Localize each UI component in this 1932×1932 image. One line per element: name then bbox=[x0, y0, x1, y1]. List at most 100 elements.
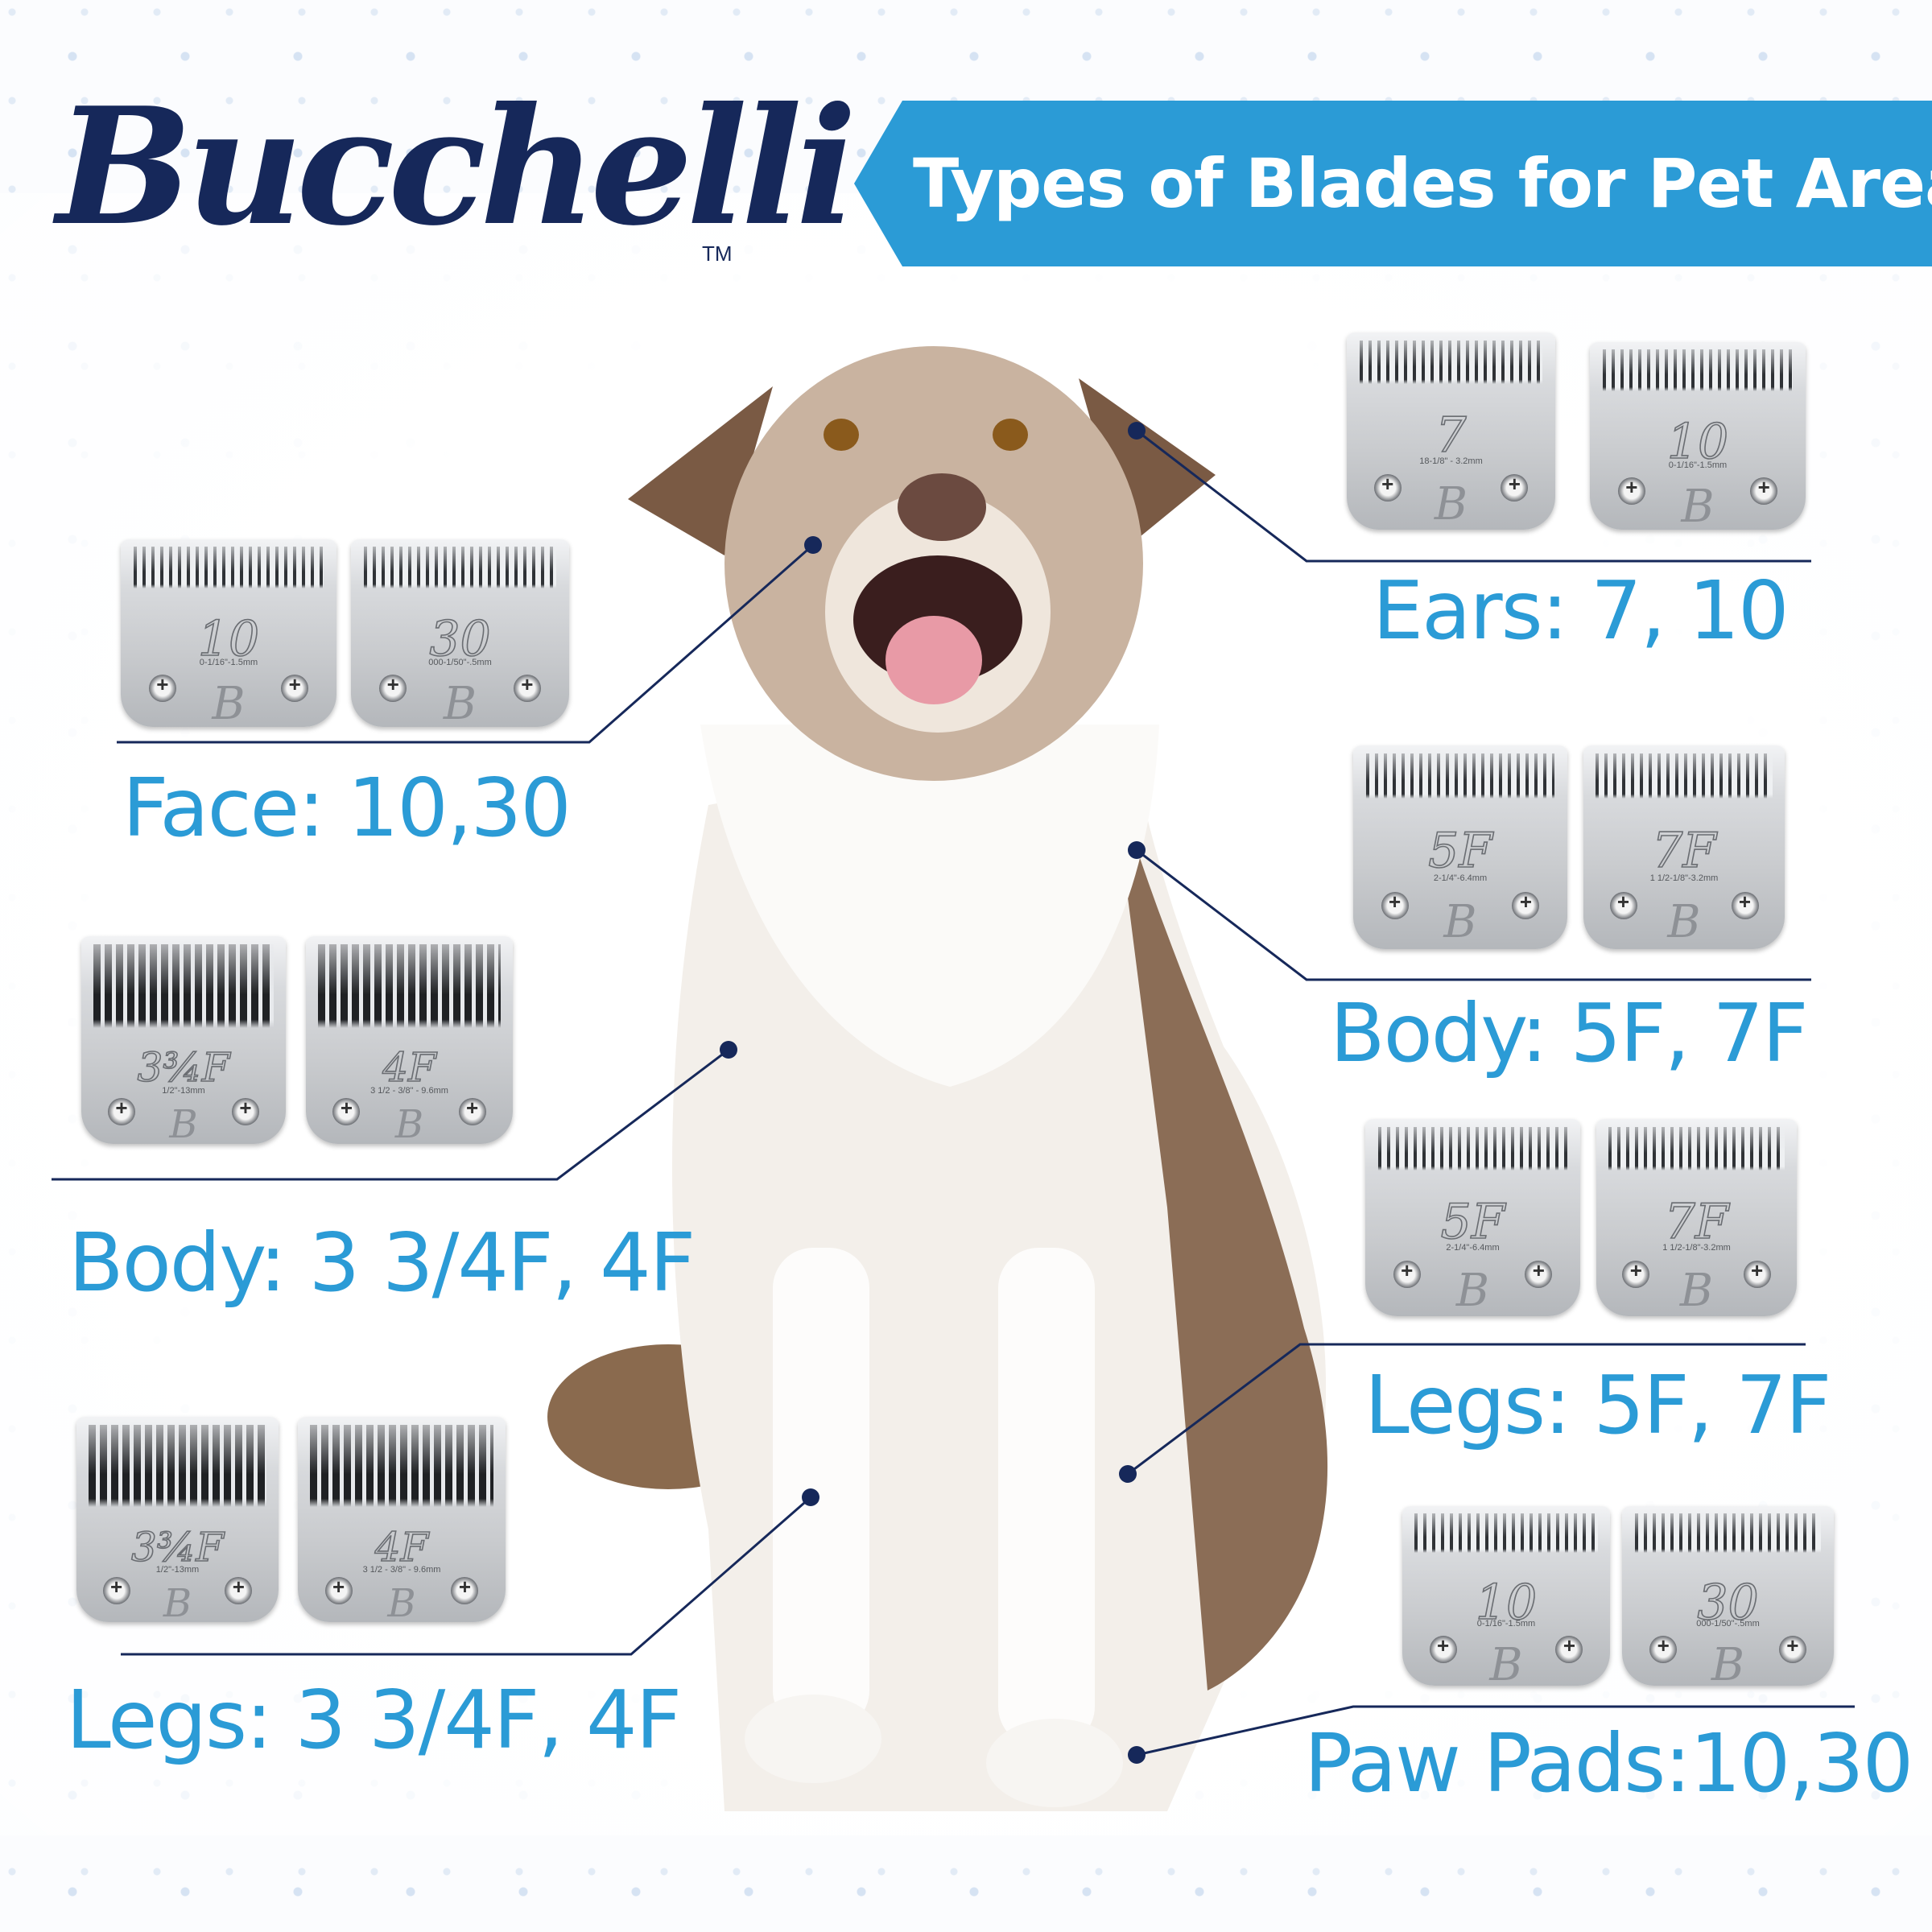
brand-b-mark: B bbox=[1489, 1639, 1523, 1686]
blade-ears-2: 10 0-1/16"-1.5mm B bbox=[1590, 342, 1806, 530]
dog-back-fur bbox=[1111, 765, 1328, 1690]
brand-b-mark: B bbox=[212, 678, 246, 727]
blade-legs-left-2: 4F 3 1/2 - 3/8" - 9.6mm B bbox=[298, 1417, 506, 1622]
title-banner: Types of Blades for Pet Areas bbox=[854, 101, 1932, 266]
screw-icon bbox=[513, 672, 541, 702]
dog-right-eye bbox=[993, 419, 1028, 451]
screw-icon bbox=[102, 1575, 130, 1604]
screw-icon bbox=[1617, 475, 1645, 505]
blade-paw-pads-2: 30 000-1/50"-.5mm B bbox=[1622, 1506, 1834, 1686]
brand-b-mark: B bbox=[443, 678, 477, 727]
screw-icon bbox=[458, 1096, 486, 1126]
dog-chest bbox=[700, 724, 1159, 1087]
brand-logo: Bucchelli bbox=[56, 72, 857, 262]
screw-icon bbox=[1393, 1258, 1421, 1289]
dog-nose bbox=[898, 473, 986, 541]
screw-icon bbox=[281, 672, 309, 702]
dog-left-paw bbox=[745, 1695, 881, 1783]
dog-tongue bbox=[886, 616, 982, 704]
dog-left-eye bbox=[824, 419, 859, 451]
label-paw-pads: Paw Pads:10,30 bbox=[1304, 1716, 1913, 1810]
pointer-line-paw-pads bbox=[1136, 1705, 1855, 1757]
brand-b-mark: B bbox=[1711, 1639, 1745, 1686]
blade-spec: 000-1/50"-.5mm bbox=[428, 657, 492, 667]
screw-icon bbox=[148, 672, 176, 702]
blade-number: 30 bbox=[1697, 1574, 1760, 1632]
blade-body-right-1: 5F 2-1/4"-6.4mm B bbox=[1353, 745, 1567, 949]
blade-body-left-2: 4F 3 1/2 - 3/8" - 9.6mm B bbox=[306, 936, 513, 1144]
screw-icon bbox=[1512, 890, 1540, 920]
blade-face-1: 10 0-1/16"-1.5mm B bbox=[121, 539, 336, 727]
brand-b-mark: B bbox=[1681, 481, 1715, 530]
blade-teeth bbox=[1414, 1513, 1598, 1553]
screw-icon bbox=[332, 1096, 361, 1126]
screw-icon bbox=[1373, 472, 1402, 502]
blade-body-right-2: 7F 1 1/2-1/8"-3.2mm B bbox=[1583, 745, 1785, 949]
screw-icon bbox=[1743, 1258, 1771, 1289]
label-body-right: Body: 5F, 7F bbox=[1330, 986, 1809, 1080]
label-legs-right: Legs: 5F, 7F bbox=[1364, 1358, 1831, 1452]
blade-teeth bbox=[1365, 753, 1555, 799]
blade-spec: 0-1/16"-1.5mm bbox=[1668, 460, 1728, 470]
blade-number: 7F bbox=[1664, 1193, 1729, 1251]
pointer-line-legs-right bbox=[1127, 1343, 1806, 1476]
blade-number: 3¾F bbox=[130, 1523, 225, 1571]
screw-icon bbox=[1525, 1258, 1553, 1289]
pointer-dot-face bbox=[804, 536, 822, 554]
blade-teeth bbox=[93, 944, 274, 1028]
blade-spec: 3 1/2 - 3/8" - 9.6mm bbox=[362, 1564, 441, 1575]
blade-number: 10 bbox=[197, 610, 260, 668]
brand-b-mark: B bbox=[1443, 896, 1477, 949]
blade-teeth bbox=[1634, 1513, 1822, 1553]
blade-teeth bbox=[1603, 349, 1793, 391]
screw-icon bbox=[1649, 1633, 1678, 1663]
pointer-line-legs-left bbox=[121, 1496, 811, 1656]
blade-number: 4F bbox=[374, 1523, 429, 1571]
blade-spec: 2-1/4"-6.4mm bbox=[1446, 1243, 1500, 1253]
blade-teeth bbox=[1608, 1126, 1785, 1170]
pointer-dot-ears bbox=[1128, 422, 1146, 440]
blade-spec: 0-1/16"-1.5mm bbox=[199, 657, 258, 667]
blade-number: 7 bbox=[1435, 407, 1468, 464]
screw-icon bbox=[1501, 472, 1529, 502]
brand-b-mark: B bbox=[1667, 896, 1701, 949]
pointer-dot-legs-left bbox=[802, 1488, 819, 1506]
blade-teeth bbox=[1359, 340, 1543, 384]
blade-legs-right-1: 5F 2-1/4"-6.4mm B bbox=[1365, 1119, 1580, 1316]
screw-icon bbox=[225, 1575, 253, 1604]
brand-b-mark: B bbox=[387, 1581, 416, 1622]
blade-number: 5F bbox=[1440, 1193, 1505, 1251]
label-legs-left: Legs: 3 3/4F, 4F bbox=[66, 1673, 682, 1767]
brand-b-mark: B bbox=[1434, 478, 1468, 530]
blade-teeth bbox=[134, 547, 324, 588]
screw-icon bbox=[1555, 1633, 1583, 1663]
dog-left-leg bbox=[773, 1248, 869, 1731]
label-face: Face: 10,30 bbox=[122, 761, 572, 855]
blade-number: 7F bbox=[1651, 822, 1716, 880]
brand-b-mark: B bbox=[1455, 1265, 1490, 1316]
screw-icon bbox=[451, 1575, 479, 1604]
pointer-dot-body-right bbox=[1128, 841, 1146, 859]
screw-icon bbox=[231, 1096, 259, 1126]
blade-teeth bbox=[310, 1425, 493, 1508]
screw-icon bbox=[1750, 475, 1778, 505]
pointer-line-body-left bbox=[52, 1048, 729, 1181]
blade-number: 30 bbox=[429, 610, 492, 668]
blade-spec: 1 1/2-1/8"-3.2mm bbox=[1662, 1243, 1731, 1253]
pointer-line-face bbox=[117, 543, 814, 744]
brand-b-mark: B bbox=[169, 1102, 198, 1144]
dog-right-ear bbox=[1079, 378, 1216, 547]
screw-icon bbox=[1381, 890, 1409, 920]
dog-right-leg bbox=[998, 1248, 1095, 1747]
blade-spec: 0-1/16"-1.5mm bbox=[1476, 1619, 1536, 1629]
blade-ears-1: 7 18-1/8" - 3.2mm B bbox=[1347, 332, 1555, 530]
blade-teeth bbox=[1378, 1126, 1567, 1170]
blade-face-2: 30 000-1/50"-.5mm B bbox=[351, 539, 569, 727]
blade-legs-right-2: 7F 1 1/2-1/8"-3.2mm B bbox=[1596, 1119, 1797, 1316]
blade-teeth bbox=[318, 944, 501, 1028]
brand-b-mark: B bbox=[163, 1581, 192, 1622]
blade-spec: 18-1/8" - 3.2mm bbox=[1419, 456, 1483, 467]
screw-icon bbox=[1429, 1633, 1457, 1663]
banner-title: Types of Blades for Pet Areas bbox=[913, 144, 1932, 223]
